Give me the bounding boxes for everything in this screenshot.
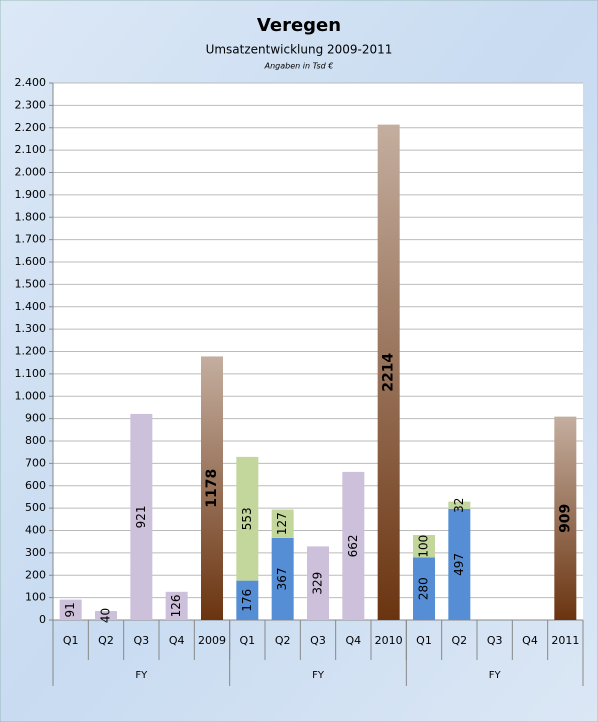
y-tick-label: 2.100 xyxy=(15,143,47,156)
data-label: 127 xyxy=(275,512,289,535)
y-tick-label: 900 xyxy=(25,412,46,425)
y-tick-label: 700 xyxy=(25,456,46,469)
data-label: 91 xyxy=(63,602,77,617)
bar xyxy=(413,534,435,558)
y-tick-label: 1.100 xyxy=(15,367,47,380)
y-tick-label: 1.900 xyxy=(15,188,47,201)
bar xyxy=(377,124,400,621)
y-tick-label: 800 xyxy=(25,434,46,447)
data-label: 280 xyxy=(417,577,431,600)
y-tick-label: 2.200 xyxy=(15,121,47,134)
x-tick-label: Q4 xyxy=(169,634,185,647)
data-label: 662 xyxy=(346,534,360,557)
data-label: 367 xyxy=(275,567,289,590)
bar xyxy=(554,416,577,620)
y-tick-label: 1.400 xyxy=(15,300,47,313)
y-tick-label: 1.300 xyxy=(15,322,47,335)
y-tick-label: 600 xyxy=(25,479,46,492)
bar xyxy=(165,591,188,620)
data-label: 329 xyxy=(311,572,325,595)
y-tick-label: 2.400 xyxy=(15,76,47,89)
bar xyxy=(271,537,294,620)
y-tick-label: 0 xyxy=(39,613,46,626)
bar xyxy=(130,413,153,620)
data-label: 126 xyxy=(169,594,183,617)
y-tick-label: 2.000 xyxy=(15,166,47,179)
x-tick-label: Q1 xyxy=(239,634,255,647)
chart-subtitle: Umsatzentwicklung 2009-2011 xyxy=(206,43,393,57)
y-tick-label: 1.800 xyxy=(15,210,47,223)
x-tick-label: Q4 xyxy=(522,634,538,647)
bar xyxy=(236,456,259,581)
y-tick-label: 200 xyxy=(25,568,46,581)
y-tick-label: 500 xyxy=(25,501,46,514)
data-label: 497 xyxy=(452,553,466,576)
chart-title: Veregen xyxy=(257,15,341,36)
y-tick-label: 300 xyxy=(25,546,46,559)
x-tick-label: Q2 xyxy=(275,634,291,647)
y-tick-label: 100 xyxy=(25,591,46,604)
x-tick-label: Q4 xyxy=(345,634,361,647)
data-label: 553 xyxy=(240,507,254,530)
data-label: 32 xyxy=(452,498,466,513)
y-tick-label: 1.000 xyxy=(15,389,47,402)
x-tick-label: 2009 xyxy=(198,634,226,647)
x-tick-label: Q1 xyxy=(63,634,79,647)
data-label: 176 xyxy=(240,589,254,612)
x-tick-label: Q3 xyxy=(487,634,503,647)
x-tick-label: Q3 xyxy=(133,634,149,647)
data-label: 100 xyxy=(417,535,431,558)
group-label: FY xyxy=(135,670,148,681)
x-tick-label: 2010 xyxy=(375,634,403,647)
x-tick-label: Q2 xyxy=(451,634,467,647)
x-tick-label: 2011 xyxy=(551,634,579,647)
y-tick-label: 400 xyxy=(25,524,46,537)
bar xyxy=(59,599,82,620)
y-tick-label: 1.600 xyxy=(15,255,47,268)
data-label: 1178 xyxy=(204,469,220,508)
group-label: FY xyxy=(312,670,325,681)
bar xyxy=(236,580,259,620)
bar xyxy=(201,356,223,620)
x-tick-label: Q2 xyxy=(98,634,114,647)
group-label: FY xyxy=(489,670,502,681)
bar xyxy=(342,471,365,620)
x-tick-label: Q1 xyxy=(416,634,432,647)
y-tick-label: 1.500 xyxy=(15,277,47,290)
data-label: 2214 xyxy=(381,353,397,392)
bar xyxy=(307,546,329,620)
y-tick-label: 1.200 xyxy=(15,345,47,358)
bar xyxy=(271,509,294,538)
x-tick-label: Q3 xyxy=(310,634,326,647)
data-label: 909 xyxy=(557,504,573,533)
bar xyxy=(448,508,471,620)
data-label: 921 xyxy=(134,506,148,529)
y-tick-label: 1.700 xyxy=(15,233,47,246)
chart-note: Angaben in Tsd € xyxy=(264,62,334,71)
bar xyxy=(95,611,117,620)
bar xyxy=(448,501,471,509)
y-tick-label: 2.300 xyxy=(15,98,47,111)
data-label: 40 xyxy=(99,608,113,623)
bar xyxy=(413,557,435,620)
